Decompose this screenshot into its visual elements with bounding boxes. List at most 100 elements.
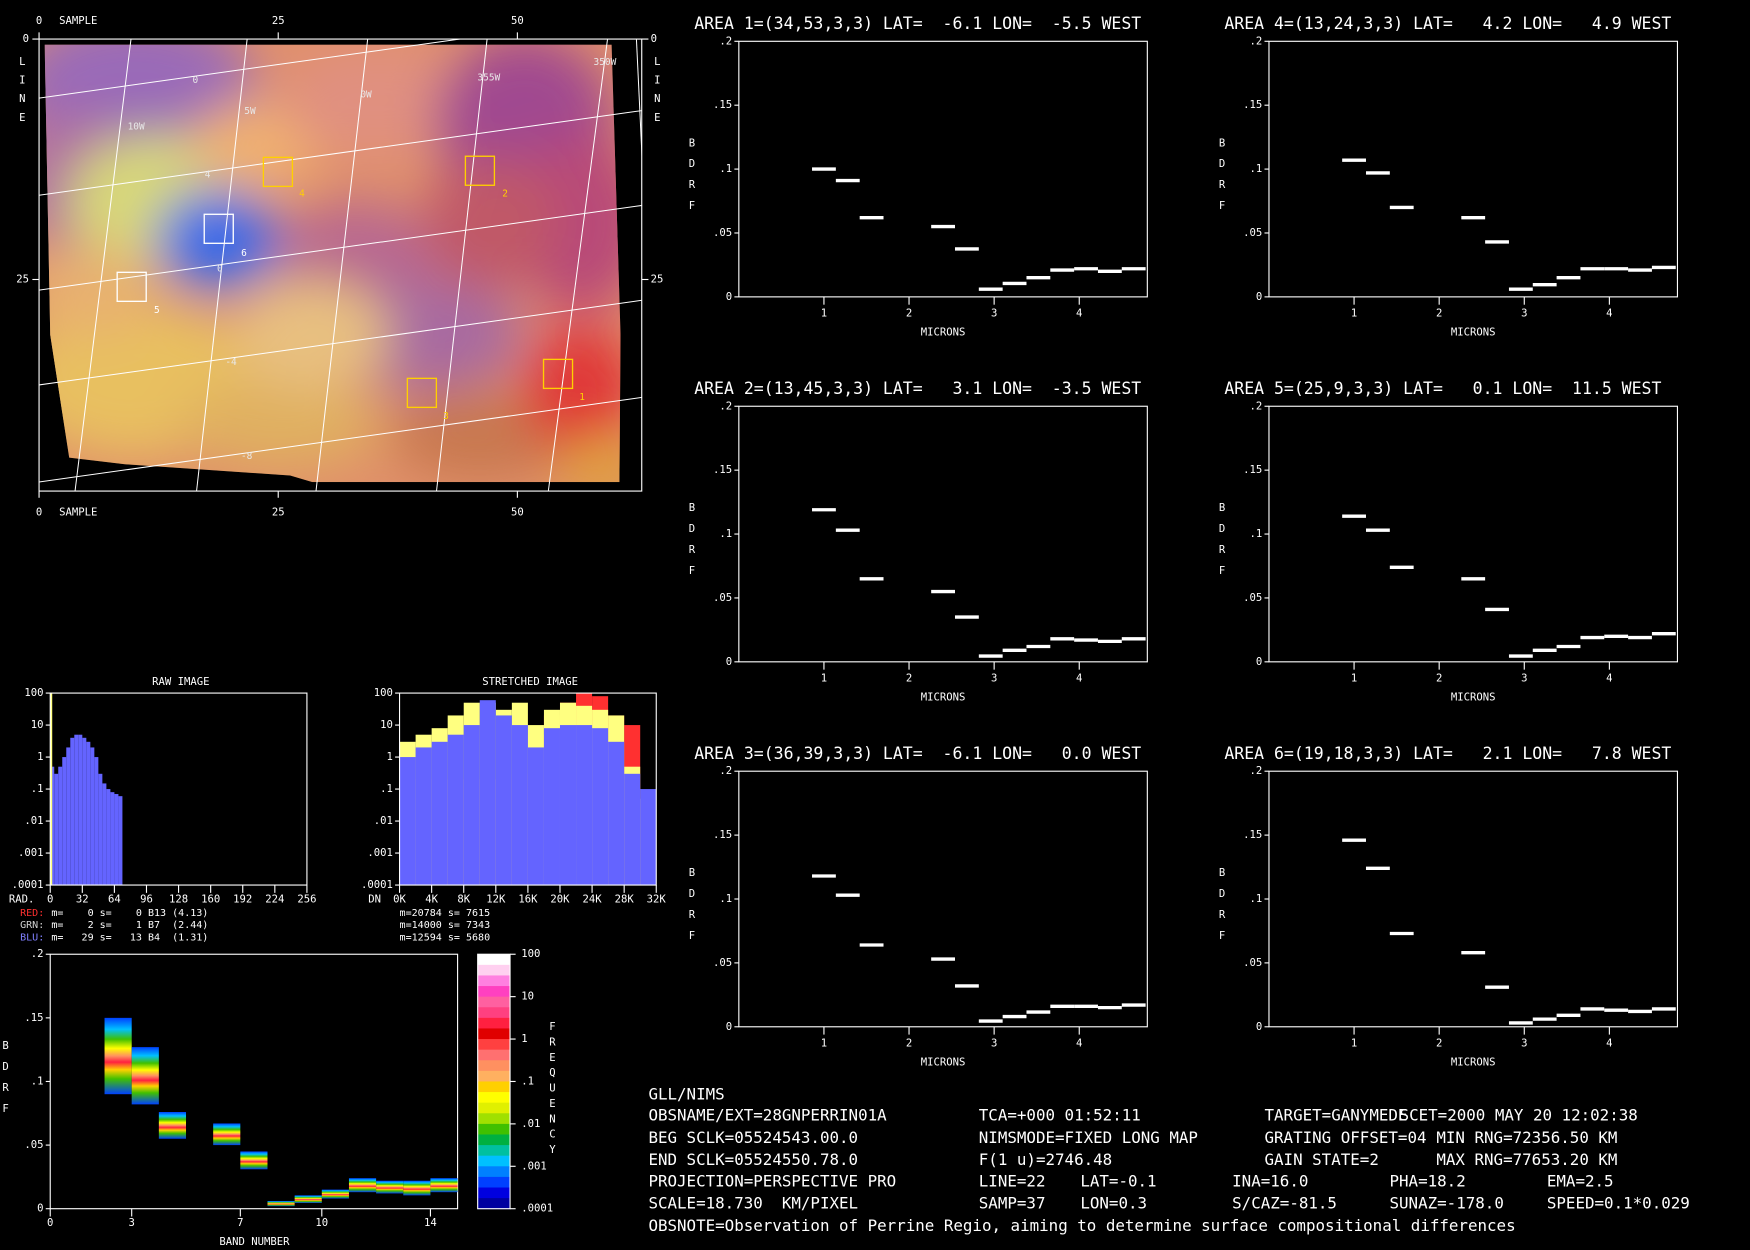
channel-name: GRN: <box>20 920 44 931</box>
colorbar-stripe <box>477 1039 511 1051</box>
map-grid <box>39 39 642 492</box>
channel-stats: m=20784 s= 7615 <box>400 908 491 919</box>
x-tick-label: 3 <box>991 673 997 685</box>
chart-title: STRETCHED IMAGE <box>482 676 578 688</box>
y-tick-label: 0 <box>1256 1021 1262 1033</box>
colorbar-tick-label: 10 <box>521 991 534 1003</box>
x-tick-label: 10 <box>315 1217 328 1229</box>
color-region <box>178 379 380 469</box>
colorbar-tick-label: .01 <box>521 1118 540 1130</box>
color-region <box>424 156 559 291</box>
band-distribution <box>430 1178 458 1193</box>
colorbar-stripe <box>477 964 511 977</box>
x-tick-label: 1 <box>821 1038 827 1050</box>
y-tick-label: 0 <box>1256 656 1262 668</box>
y-tick-label: .2 <box>1250 35 1263 47</box>
y-axis-label: BDRF <box>1216 867 1228 951</box>
colorbar-stripe <box>477 1092 511 1104</box>
chart-title: AREA 2=(13,45,3,3) LAT= 3.1 LON= -3.5 WE… <box>694 379 1141 398</box>
colorbar-stripe <box>477 1187 511 1199</box>
x-tick-label: 2 <box>906 308 912 320</box>
y-axis-label: BDRF <box>686 137 698 221</box>
y-tick-label: 25 <box>16 273 29 285</box>
y-tick-label: .0001 <box>12 879 44 891</box>
x-tick-label: 4 <box>1076 673 1082 685</box>
color-region <box>279 44 480 157</box>
histogram-bar <box>431 741 448 886</box>
colorbar-stripe <box>477 1113 511 1125</box>
band-distribution <box>213 1123 241 1146</box>
area-box <box>116 271 147 303</box>
histogram-bar <box>624 773 641 886</box>
info-field: LON=0.3 <box>1080 1194 1147 1213</box>
y-tick-label: .15 <box>713 829 732 841</box>
y-tick-label: .1 <box>31 783 44 795</box>
y-axis-label: BDRF <box>1216 502 1228 586</box>
info-field: INA=16.0 <box>1232 1171 1308 1190</box>
channel-stats: m=12594 s= 5680 <box>400 932 491 943</box>
y-tick-label: 0 <box>23 33 29 45</box>
x-tick-label: 2 <box>1436 673 1442 685</box>
colorbar-stripe <box>477 1166 511 1178</box>
y-tick-label: 25 <box>651 273 664 285</box>
y-tick-label: .1 <box>1250 163 1263 175</box>
x-axis-label: SAMPLE <box>59 15 97 27</box>
y-tick-label: .2 <box>1250 765 1263 777</box>
info-field: SAMP=37 <box>979 1194 1046 1213</box>
x-axis-label: MICRONS <box>1451 692 1496 704</box>
y-tick-label: 0 <box>726 656 732 668</box>
color-region <box>234 279 391 391</box>
info-field: OBSNAME/EXT=28GNPERRIN01A <box>648 1106 887 1125</box>
x-tick-label: 64 <box>108 894 121 906</box>
x-axis-label: DN <box>368 894 381 906</box>
colorbar-tick-label: 100 <box>521 948 540 960</box>
x-tick-label: 0K <box>393 894 406 906</box>
info-field: SCET=2000 MAY 20 12:02:38 <box>1400 1106 1638 1125</box>
histogram-bar <box>50 693 53 886</box>
band-distribution <box>131 1047 159 1105</box>
chart-title: AREA 6=(19,18,3,3) LAT= 2.1 LON= 7.8 WES… <box>1224 744 1671 763</box>
y-tick-label: 10 <box>31 719 44 731</box>
area-box <box>203 213 234 244</box>
y-tick-label: .001 <box>18 847 44 859</box>
y-tick-label: .0001 <box>361 879 393 891</box>
y-tick-label: 0 <box>726 291 732 303</box>
histogram-bar <box>70 737 75 886</box>
x-axis-label: MICRONS <box>921 327 966 339</box>
area-label: 3 <box>443 411 449 422</box>
grid-label: -4 <box>225 357 237 368</box>
y-tick-label: .05 <box>713 592 732 604</box>
band-distribution <box>267 1201 295 1207</box>
x-tick-label: 3 <box>991 308 997 320</box>
info-field: TARGET=GANYMEDE <box>1265 1106 1408 1125</box>
x-tick-label: 16K <box>518 894 538 906</box>
info-field: GRATING OFFSET=04 <box>1265 1128 1427 1147</box>
colorbar-label: FREQUENCY <box>546 1021 558 1159</box>
colorbar-tick-label: 1 <box>521 1033 527 1045</box>
histogram-bar <box>58 766 63 886</box>
colorbar-stripe <box>477 1007 511 1019</box>
x-axis-label: BAND NUMBER <box>219 1236 290 1248</box>
x-axis-label: MICRONS <box>1451 327 1496 339</box>
x-tick-label: 3 <box>1521 1038 1527 1050</box>
y-tick-label: .05 <box>24 1139 43 1151</box>
area-box <box>262 156 294 188</box>
x-tick-label: 96 <box>140 894 153 906</box>
channel-name: RED: <box>20 908 44 919</box>
y-axis-label: LINE <box>16 56 28 131</box>
info-field: BEG SCLK=05524543.00.0 <box>648 1128 858 1147</box>
y-tick-label: .2 <box>1250 400 1263 412</box>
colorbar-stripe <box>477 1198 511 1210</box>
y-tick-label: .1 <box>1250 528 1263 540</box>
y-tick-label: .1 <box>719 163 732 175</box>
colorbar-stripe <box>477 1017 511 1030</box>
info-field: GAIN STATE=2 <box>1265 1150 1379 1169</box>
colorbar-stripe <box>477 1081 511 1093</box>
colorbar-stripe <box>477 954 511 966</box>
color-region <box>156 189 280 291</box>
colorbar-stripe <box>477 1155 511 1167</box>
y-tick-label: 0 <box>1256 291 1262 303</box>
x-tick-label: 2 <box>1436 308 1442 320</box>
grid-label: 355W <box>477 73 500 84</box>
histogram-bar <box>495 715 512 886</box>
